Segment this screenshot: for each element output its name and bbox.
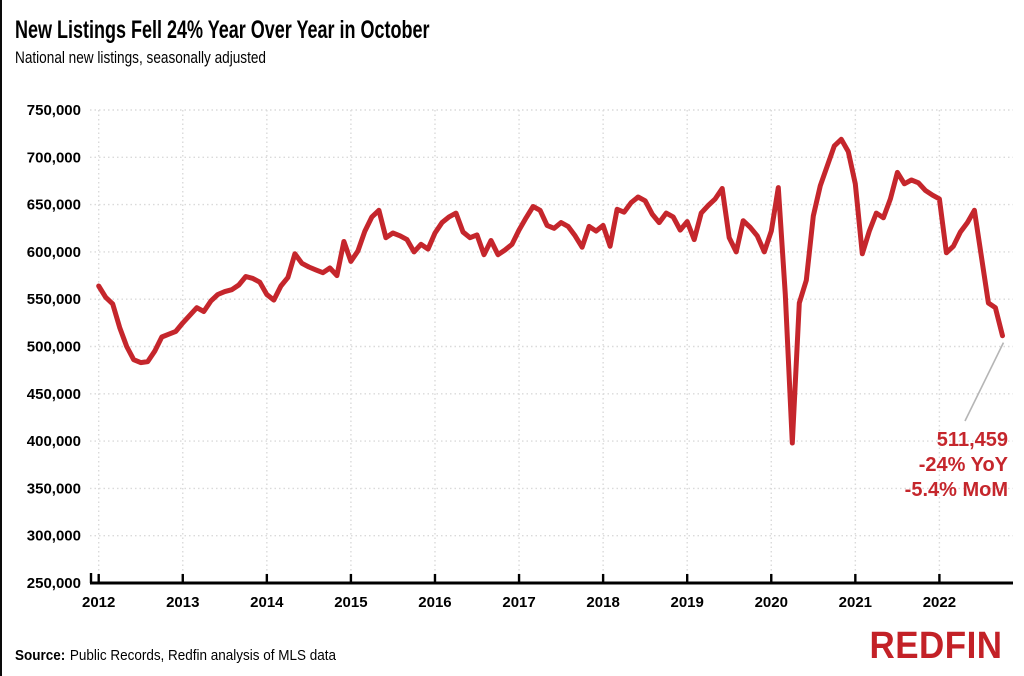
redfin-logo: REDFIN xyxy=(869,625,1002,667)
source-text: Public Records, Redfin analysis of MLS d… xyxy=(69,648,336,664)
x-tick-label: 2019 xyxy=(671,594,704,611)
x-tick-label: 2018 xyxy=(586,594,619,611)
y-tick-label: 600,000 xyxy=(27,244,81,261)
x-tick-label: 2020 xyxy=(755,594,788,611)
y-tick-label: 450,000 xyxy=(27,386,81,403)
y-tick-label: 750,000 xyxy=(27,102,81,119)
annotation-leader-line xyxy=(964,342,1005,422)
y-tick-label: 650,000 xyxy=(27,197,81,214)
x-tick-label: 2013 xyxy=(166,594,199,611)
x-tick-label: 2014 xyxy=(250,594,284,611)
x-tick-label: 2017 xyxy=(502,594,535,611)
x-tick-label: 2021 xyxy=(839,594,872,611)
page-title: New Listings Fell 24% Year Over Year in … xyxy=(15,16,430,44)
page-subtitle: National new listings, seasonally adjust… xyxy=(15,48,266,67)
annotation-value: 511,459 xyxy=(936,429,1008,451)
new-listings-series-line xyxy=(96,136,1005,446)
last-point-annotation: 511,459 -24% YoY -5.4% MoM xyxy=(905,428,1008,503)
x-tick-label: 2016 xyxy=(418,594,451,611)
source-label: Source: xyxy=(15,648,66,664)
x-tick-label: 2012 xyxy=(82,594,115,611)
annotation-yoy: -24% YoY xyxy=(918,454,1008,476)
y-tick-label: 350,000 xyxy=(27,480,81,497)
x-tick-label: 2022 xyxy=(923,594,956,611)
y-tick-label: 400,000 xyxy=(27,433,81,450)
y-tick-label: 550,000 xyxy=(27,291,81,308)
source-note: Source: Public Records, Redfin analysis o… xyxy=(15,648,336,664)
y-tick-label: 300,000 xyxy=(27,528,81,545)
y-tick-label: 250,000 xyxy=(27,575,81,592)
annotation-mom: -5.4% MoM xyxy=(904,479,1008,501)
y-tick-label: 700,000 xyxy=(27,149,81,166)
y-tick-label: 500,000 xyxy=(27,339,81,356)
x-tick-label: 2015 xyxy=(334,594,367,611)
